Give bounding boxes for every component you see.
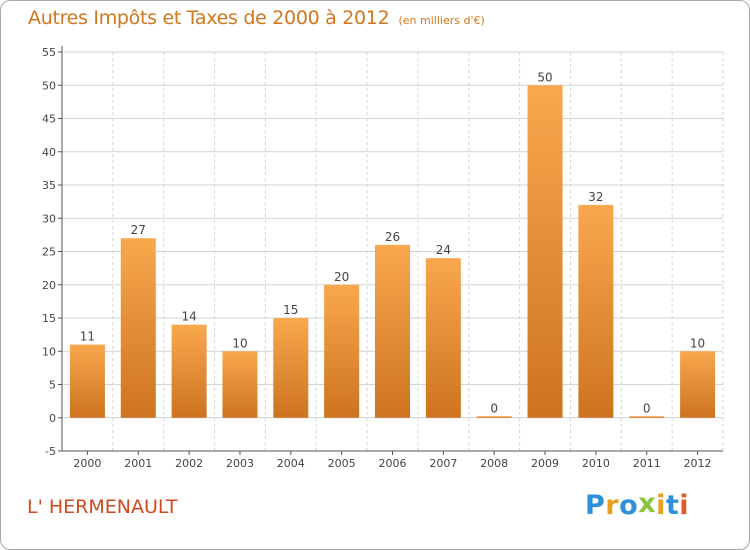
x-tick-label: 2011 bbox=[633, 457, 661, 470]
value-label: 26 bbox=[385, 230, 400, 244]
logo-letter: i bbox=[679, 490, 690, 521]
x-tick-label: 2003 bbox=[226, 457, 254, 470]
x-tick-label: 2006 bbox=[379, 457, 407, 470]
x-tick-label: 2005 bbox=[328, 457, 356, 470]
y-tick-label: 5 bbox=[49, 379, 56, 392]
value-label: 27 bbox=[131, 223, 146, 237]
y-tick-label: 0 bbox=[49, 412, 56, 425]
bar bbox=[324, 284, 360, 418]
proxiti-logo: Proxiti bbox=[585, 488, 690, 521]
value-label: 0 bbox=[643, 401, 651, 415]
value-label: 14 bbox=[181, 310, 196, 324]
x-tick-label: 2010 bbox=[582, 457, 610, 470]
y-tick-label: 35 bbox=[42, 179, 56, 192]
y-tick-label: 55 bbox=[42, 46, 56, 59]
y-tick-label: 40 bbox=[42, 146, 56, 159]
y-tick-label: 30 bbox=[42, 212, 56, 225]
town-name: L' HERMENAULT bbox=[27, 496, 178, 518]
value-label: 10 bbox=[690, 336, 705, 350]
x-tick-label: 2002 bbox=[175, 457, 203, 470]
bar bbox=[273, 318, 309, 418]
bar bbox=[171, 324, 207, 418]
chart-title-main: Autres Impôts et Taxes de 2000 à 2012 bbox=[28, 7, 390, 29]
bar bbox=[425, 258, 461, 418]
logo-letter: P bbox=[585, 490, 606, 521]
y-tick-label: 20 bbox=[42, 279, 56, 292]
value-label: 24 bbox=[436, 243, 451, 257]
x-tick-label: 2004 bbox=[277, 457, 305, 470]
value-label: 10 bbox=[232, 336, 247, 350]
value-label: 20 bbox=[334, 270, 349, 284]
logo-letter: r bbox=[605, 490, 620, 521]
bar bbox=[476, 416, 512, 418]
x-tick-label: 2007 bbox=[429, 457, 457, 470]
logo-letter: x bbox=[638, 488, 657, 519]
axes bbox=[58, 46, 723, 455]
y-tick-label: -5 bbox=[45, 445, 56, 458]
logo-letter: i bbox=[656, 490, 666, 521]
bar bbox=[578, 204, 614, 418]
y-tick-label: 50 bbox=[42, 79, 56, 92]
logo-letter: t bbox=[665, 490, 680, 521]
x-tick-label: 2008 bbox=[480, 457, 508, 470]
value-label: 50 bbox=[537, 70, 552, 84]
x-tick-label: 2009 bbox=[531, 457, 559, 470]
logo-letter: o bbox=[619, 490, 639, 521]
bar bbox=[69, 344, 105, 418]
bar bbox=[680, 351, 716, 418]
labels: -505101520253035404550551120002720011420… bbox=[42, 46, 712, 470]
value-label: 15 bbox=[283, 303, 298, 317]
value-label: 11 bbox=[80, 330, 95, 344]
value-label: 0 bbox=[490, 401, 498, 415]
bars bbox=[69, 85, 716, 418]
chart-title-unit: (en milliers d'€) bbox=[398, 14, 485, 27]
x-tick-label: 2012 bbox=[684, 457, 712, 470]
bar bbox=[527, 85, 563, 418]
x-tick-label: 2001 bbox=[124, 457, 152, 470]
bar bbox=[375, 244, 410, 418]
bar bbox=[222, 351, 258, 418]
y-tick-label: 10 bbox=[42, 345, 56, 358]
y-tick-label: 15 bbox=[42, 312, 56, 325]
bar bbox=[629, 416, 665, 418]
bar bbox=[120, 238, 156, 418]
x-tick-label: 2000 bbox=[73, 457, 101, 470]
y-tick-label: 25 bbox=[42, 246, 56, 259]
chart-title: Autres Impôts et Taxes de 2000 à 2012 (e… bbox=[28, 7, 485, 29]
y-tick-label: 45 bbox=[42, 113, 56, 126]
value-label: 32 bbox=[588, 190, 603, 204]
